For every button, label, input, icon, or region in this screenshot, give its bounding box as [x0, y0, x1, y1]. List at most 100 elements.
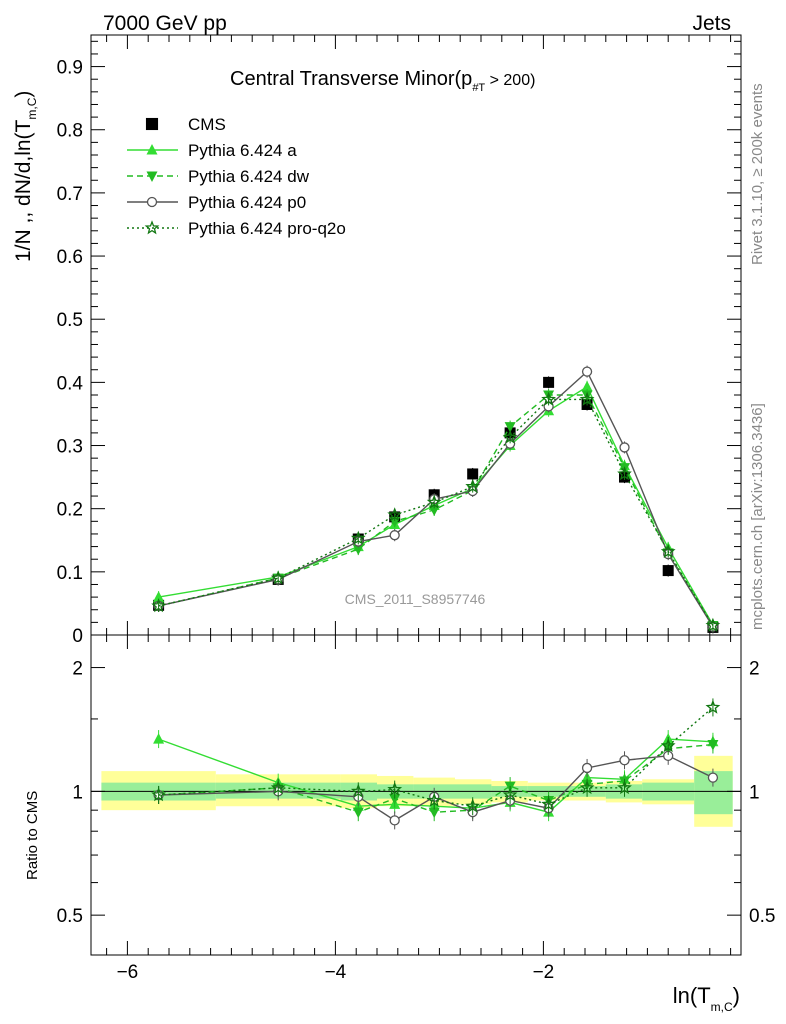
ratio-point-pythia-6-424-a	[153, 733, 165, 744]
ratio-point-pythia-6-424-pro-q2o	[151, 787, 166, 802]
x-tick-label: −2	[533, 962, 555, 983]
legend-marker-pythia-6-424-pro-q2o	[144, 220, 160, 235]
data-point-pythia-6-424-pro-q2o	[387, 507, 403, 522]
ratio-tick-label-right: 2	[749, 659, 760, 680]
data-point-pythia-6-424-p0	[619, 442, 630, 453]
ratio-tick-label-left: 2	[72, 659, 83, 680]
ratio-point-pythia-6-424-dw	[428, 807, 440, 819]
ratio-tick-label-right: 1	[749, 782, 760, 803]
y-tick-label: 0	[72, 626, 83, 647]
axes-and-ticks: 0 0.1 0.2 0.3 0.4 0.5 0.6 0.7 0.8 0.9 0.5 0.5 1 1 2 2 −6…	[57, 35, 775, 983]
data-point-cms	[662, 565, 674, 577]
ratio-point-pythia-6-424-p0	[707, 772, 719, 783]
data-point-pythia-6-424-pro-q2o	[705, 617, 721, 632]
ratio-point-pythia-6-424-dw	[707, 739, 719, 751]
chart-title-main: Central Transverse Minor(p	[230, 68, 472, 90]
y-tick-label: 0.4	[57, 373, 84, 394]
data-point-pythia-6-424-pro-q2o	[270, 570, 286, 585]
ratio-point-pythia-6-424-pro-q2o	[617, 779, 632, 795]
x-tick-label: −4	[325, 962, 347, 983]
ratio-point-pythia-6-424-pro-q2o	[465, 798, 481, 813]
y-tick-label: 0.5	[57, 310, 83, 331]
x-axis-title-main: ln(T	[673, 983, 711, 1008]
data-point-pythia-6-424-p0	[581, 366, 593, 377]
legend-label-cms: CMS	[188, 115, 226, 134]
ratio-point-pythia-6-424-p0	[389, 815, 400, 826]
ratio-point-pythia-6-424-pro-q2o	[705, 699, 721, 714]
ratio-line-pythia-6-424-p0	[158, 755, 714, 822]
ratio-point-pythia-6-424-pro-q2o	[350, 783, 366, 798]
data-point-cms	[543, 376, 555, 388]
ratio-line-pythia-6-424-pro-q2o	[158, 706, 714, 807]
data-point-pythia-6-424-a	[581, 380, 593, 392]
ratio-point-pythia-6-424-pro-q2o	[579, 779, 595, 795]
series-line-pythia-6-424-dw	[158, 394, 714, 626]
data-point-pythia-6-424-dw	[428, 505, 440, 516]
series-line-pythia-6-424-p0	[158, 370, 714, 628]
legend-label-pythia-6-424-dw: Pythia 6.424 dw	[188, 167, 310, 186]
chart-title-tail: > 200)	[485, 72, 535, 89]
data-point-pythia-6-424-pro-q2o	[350, 530, 366, 545]
y-tick-label: 0.2	[57, 500, 83, 521]
ratio-point-pythia-6-424-dw	[352, 807, 364, 819]
data-series	[151, 365, 721, 830]
ratio-point-pythia-6-424-pro-q2o	[660, 738, 676, 753]
legend-marker-pythia-6-424-dw	[146, 171, 158, 182]
rivet-label: Rivet 3.1.10, ≥ 200k events	[749, 83, 766, 265]
legend: CMS Pythia 6.424 a Pythia 6.424 dw Pythia 6…	[127, 115, 346, 238]
x-tick-label: −6	[117, 962, 139, 983]
ratio-tick-label-left: 0.5	[57, 906, 83, 927]
y-axis-title-sub: m,C	[25, 97, 39, 119]
x-axis-title-sub: m,C	[711, 1000, 733, 1014]
ratio-tick-label-right: 0.5	[749, 906, 775, 927]
legend-marker-pythia-6-424-p0	[146, 196, 158, 208]
ratio-point-pythia-6-424-pro-q2o	[426, 792, 442, 807]
y-tick-label: 0.1	[57, 563, 83, 584]
data-point-pythia-6-424-pro-q2o	[579, 391, 595, 406]
data-point-pythia-6-424-a	[153, 591, 165, 602]
y-axis-title-main: 1/N ,, dN/d,ln(T	[12, 119, 35, 262]
data-point-pythia-6-424-pro-q2o	[541, 391, 556, 406]
y-axis-title: 1/N ,, dN/d,ln(Tm,C)	[12, 91, 39, 262]
y-axis-title-tail: )	[12, 91, 35, 98]
ratio-axis-title: Ratio to CMS	[24, 791, 41, 880]
legend-label-pythia-6-424-a: Pythia 6.424 a	[188, 141, 297, 160]
y-tick-label: 0.8	[57, 121, 83, 142]
x-axis-title-tail: )	[733, 983, 740, 1008]
ratio-point-pythia-6-424-p0	[619, 755, 630, 766]
chart-title-sub: #T	[472, 82, 485, 94]
legend-label-pythia-6-424-pro-q2o: Pythia 6.424 pro-q2o	[188, 219, 346, 238]
chart-title: Central Transverse Minor(p#T > 200)	[230, 68, 535, 94]
data-point-pythia-6-424-pro-q2o	[617, 466, 632, 481]
analysis-watermark: CMS_2011_S8957746	[345, 591, 486, 607]
ratio-line-pythia-6-424-a	[158, 738, 713, 813]
y-tick-label: 0.9	[57, 58, 83, 79]
data-point-pythia-6-424-pro-q2o	[426, 494, 442, 509]
data-point-pythia-6-424-pro-q2o	[151, 598, 166, 613]
data-point-pythia-6-424-dw	[352, 544, 364, 556]
y-tick-label: 0.6	[57, 247, 83, 268]
ratio-point-pythia-6-424-pro-q2o	[541, 796, 556, 811]
data-point-cms	[467, 468, 479, 480]
ratio-line-pythia-6-424-dw	[158, 743, 713, 813]
ratio-panel-frame	[90, 634, 742, 956]
y-tick-label: 0.7	[57, 184, 83, 205]
data-point-pythia-6-424-dw	[504, 422, 516, 433]
legend-label-pythia-6-424-p0: Pythia 6.424 p0	[188, 193, 306, 212]
data-point-pythia-6-424-pro-q2o	[465, 478, 481, 493]
legend-marker-pythia-6-424-a	[146, 144, 158, 155]
mcplots-label: mcplots.cern.ch [arXiv:1306.3436]	[749, 403, 766, 630]
data-point-pythia-6-424-p0	[389, 530, 400, 541]
ratio-tick-label-left: 1	[72, 782, 83, 803]
x-axis-title: ln(Tm,C)	[673, 983, 740, 1014]
y-tick-label: 0.3	[57, 437, 83, 458]
ratio-point-pythia-6-424-dw	[389, 794, 401, 805]
ratio-point-pythia-6-424-pro-q2o	[502, 787, 518, 802]
legend-marker-cms	[145, 117, 159, 131]
ratio-point-pythia-6-424-p0	[581, 762, 593, 774]
data-point-pythia-6-424-pro-q2o	[660, 543, 676, 558]
series-line-pythia-6-424-pro-q2o	[158, 398, 714, 626]
header-left: 7000 GeV pp	[103, 12, 227, 35]
data-point-pythia-6-424-pro-q2o	[502, 429, 518, 444]
